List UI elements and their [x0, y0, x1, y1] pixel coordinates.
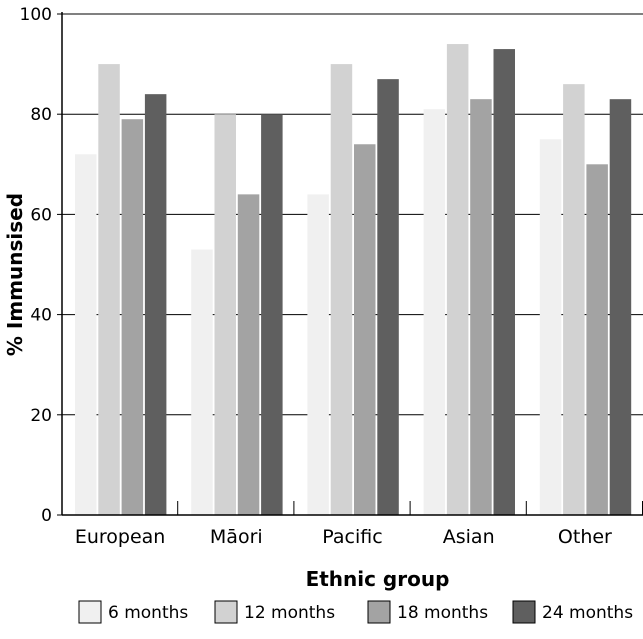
y-tick-label: 20: [30, 406, 52, 426]
bars: [75, 44, 632, 516]
legend-item: 6 months: [78, 600, 188, 624]
legend-swatch: [78, 600, 102, 624]
bar-asian-12-months: [446, 44, 469, 516]
bar-other-18-months: [586, 164, 608, 516]
y-tick-label: 0: [41, 506, 52, 526]
bar-european-6-months: [75, 154, 97, 515]
bar-asian-18-months: [470, 99, 492, 516]
x-tick-labels: European Māori Pacific Asian Other: [75, 501, 643, 548]
x-axis-label: Ethnic group: [306, 567, 450, 591]
bar-pacific-24-months: [377, 79, 399, 515]
bar-asian-6-months: [423, 109, 446, 515]
legend-label: 18 months: [397, 603, 488, 623]
x-tick-label: Other: [558, 526, 612, 548]
legend-item: 18 months: [367, 600, 488, 624]
legend-swatch: [512, 600, 536, 624]
bar-other-24-months: [609, 99, 632, 516]
legend-label: 12 months: [244, 603, 335, 623]
bar-pacific-6-months: [307, 194, 329, 516]
x-tick-label: Asian: [443, 526, 495, 548]
legend-item: 24 months: [512, 600, 633, 624]
y-tick-label: 80: [30, 105, 52, 125]
bar-pacific-18-months: [354, 144, 376, 515]
legend: 6 months 12 months 18 months 24 months: [78, 600, 633, 624]
legend-label: 6 months: [108, 603, 188, 623]
bar-mori-6-months: [191, 249, 213, 515]
y-tick-label: 100: [20, 5, 52, 25]
bar-mori-24-months: [261, 114, 283, 515]
y-tick-labels: 0 20 40 60 80 100: [20, 5, 62, 526]
y-tick-label: 40: [30, 306, 52, 326]
bar-european-12-months: [98, 64, 120, 515]
y-axis-label: % Immunsised: [3, 193, 27, 356]
x-tick-label: European: [75, 526, 166, 548]
legend-label: 24 months: [542, 603, 633, 623]
bar-other-6-months: [539, 139, 562, 515]
legend-item: 12 months: [214, 600, 335, 624]
legend-swatch: [367, 600, 391, 624]
legend-swatch: [214, 600, 238, 624]
x-tick-label: Māori: [210, 526, 263, 548]
bar-other-12-months: [563, 84, 585, 515]
bar-mori-12-months: [214, 114, 236, 515]
y-tick-label: 60: [30, 205, 52, 225]
bar-pacific-12-months: [330, 64, 353, 515]
x-tick-label: Pacific: [322, 526, 382, 548]
bar-asian-24-months: [493, 49, 515, 515]
axes: [61, 12, 643, 516]
bar-european-24-months: [144, 94, 167, 515]
bar-mori-18-months: [237, 194, 260, 516]
bar-european-18-months: [121, 119, 144, 516]
